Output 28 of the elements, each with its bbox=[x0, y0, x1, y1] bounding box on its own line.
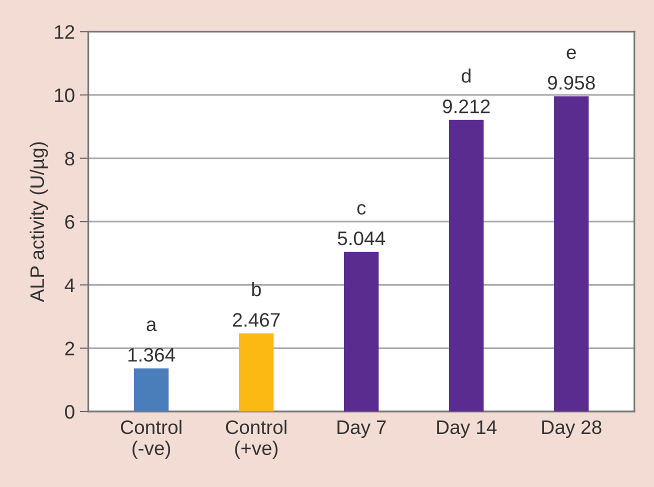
annotation: e bbox=[566, 48, 576, 60]
annotation: d bbox=[462, 68, 471, 83]
bar bbox=[449, 120, 484, 412]
y-tick-label: 8 bbox=[65, 152, 74, 166]
data-label: 1.364 bbox=[128, 348, 176, 362]
annotation: c bbox=[357, 204, 366, 215]
y-tick-label: 6 bbox=[65, 215, 74, 229]
y-tick-label: 4 bbox=[64, 278, 75, 292]
data-label: 9.212 bbox=[442, 100, 490, 114]
annotation: a bbox=[146, 320, 157, 332]
bar bbox=[554, 96, 589, 412]
bar bbox=[238, 333, 274, 412]
y-tick-label: 2 bbox=[65, 342, 74, 356]
x-tick-label: Day 28 bbox=[542, 420, 602, 438]
data-label: 9.958 bbox=[548, 76, 595, 90]
y-axis-title: ALP activity (U/µg) bbox=[30, 142, 48, 302]
bar bbox=[134, 368, 169, 412]
bar bbox=[344, 252, 379, 412]
x-tick-label: Control (-ve) bbox=[120, 420, 182, 459]
y-tick-label: 12 bbox=[54, 25, 74, 39]
annotation: b bbox=[252, 282, 261, 296]
x-tick-label: Day 14 bbox=[437, 420, 497, 438]
y-tick-label: 0 bbox=[65, 404, 74, 419]
x-tick-label: Day 7 bbox=[338, 420, 386, 438]
x-tick-label: Control (+ve) bbox=[226, 420, 286, 459]
data-label: 2.467 bbox=[232, 313, 280, 327]
y-tick-label: 10 bbox=[54, 88, 74, 102]
data-label: 5.044 bbox=[338, 231, 386, 246]
